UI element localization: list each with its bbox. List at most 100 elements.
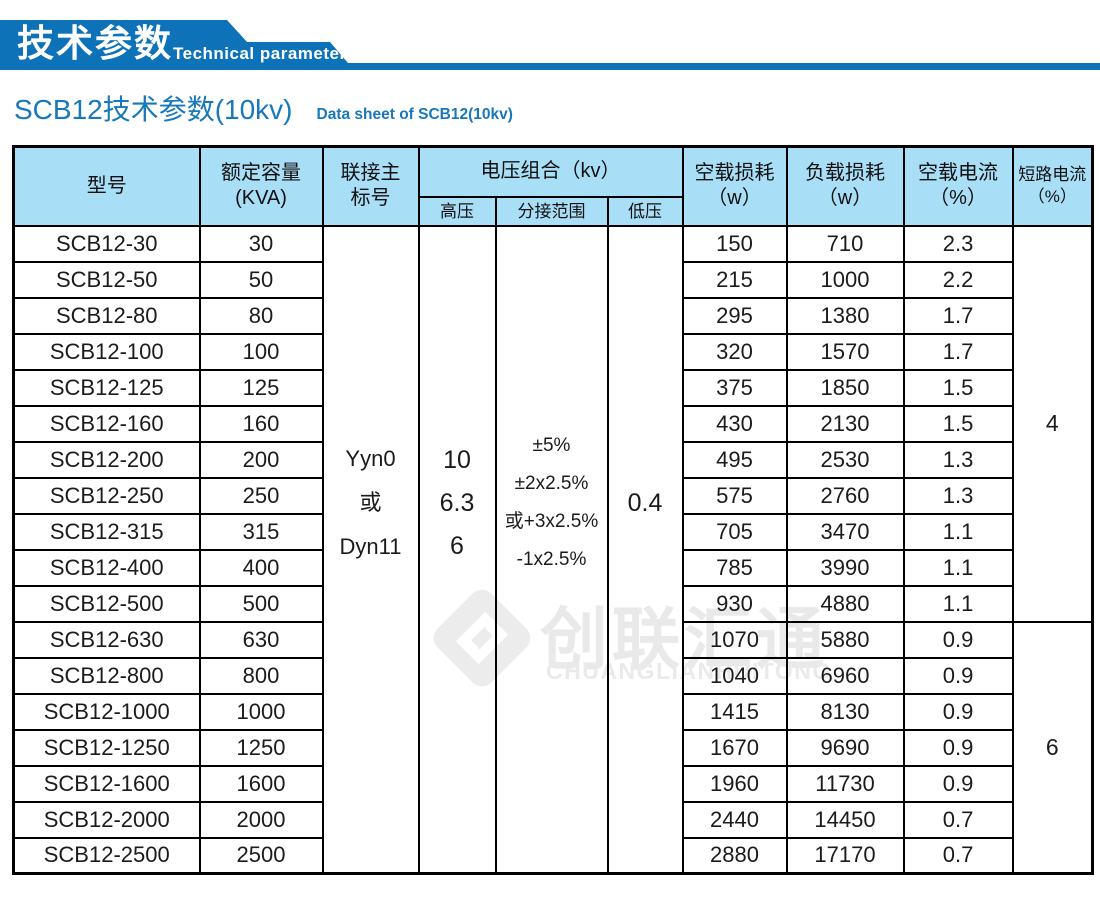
cell-capacity: 200	[198, 440, 324, 479]
cell-load-loss: 1570	[785, 332, 905, 371]
cell-model: SCB12-2000	[12, 800, 201, 839]
parameters-table: 型号 额定容量 (KVA) 联接主 标号 电压组合（kv） 空载损耗 （w） 负…	[12, 145, 1095, 875]
cell-model: SCB12-125	[12, 368, 201, 407]
cell-load-loss: 1380	[785, 296, 905, 335]
cell-model: SCB12-200	[12, 440, 201, 479]
table-row: SCB12-30 30 Yyn0 或 Dyn11 10 6.3 6 ±5% ±2x2.5% 或+3x…	[12, 224, 1094, 875]
cell-no-load-current: 0.7	[902, 800, 1014, 839]
cell-no-load-current: 1.5	[902, 368, 1014, 407]
cell-load-loss: 3990	[785, 548, 905, 587]
col-header-load-loss-line1: 负载损耗	[805, 162, 886, 185]
cell-capacity: 1250	[198, 728, 324, 767]
cell-no-load-loss: 575	[681, 476, 788, 515]
cell-no-load-current: 1.7	[902, 332, 1014, 371]
cell-capacity: 100	[198, 332, 324, 371]
cell-no-load-loss: 930	[681, 584, 788, 623]
cell-no-load-current: 1.5	[902, 404, 1014, 443]
col-header-no-load-current-line2: （%）	[929, 187, 987, 210]
cell-model: SCB12-630	[12, 620, 201, 659]
col-header-short-circuit-line2: （%）	[1027, 187, 1077, 207]
cell-load-loss: 11730	[785, 764, 905, 803]
cell-load-loss: 4880	[785, 584, 905, 623]
cell-load-loss: 1000	[785, 260, 905, 299]
table-row: SCB12-315 315 705 3470 1.1	[12, 512, 1093, 551]
cell-no-load-current: 2.3	[902, 224, 1014, 263]
banner-subtitle: Technical parameter	[173, 44, 347, 63]
col-header-capacity-line1: 额定容量	[221, 162, 301, 185]
cell-capacity: 250	[198, 476, 324, 515]
cell-no-load-loss: 215	[681, 260, 788, 299]
col-header-connection: 联接主 标号	[321, 145, 420, 227]
col-header-no-load-loss: 空载损耗 （w）	[681, 145, 788, 227]
cell-load-loss: 5880	[785, 620, 905, 659]
cell-no-load-current: 1.3	[902, 476, 1014, 515]
cell-model: SCB12-250	[12, 476, 201, 515]
cell-no-load-loss: 1960	[681, 764, 788, 803]
table-row: SCB12-100 100 320 1570 1.7	[12, 332, 1093, 371]
cell-capacity: 2500	[198, 836, 324, 875]
cell-capacity: 1600	[198, 764, 324, 803]
cell-tap-range: ±5% ±2x2.5% 或+3x2.5% -1x2.5%	[494, 224, 609, 875]
cell-model: SCB12-500	[12, 584, 201, 623]
table-row: SCB12-2500 2500 2880 17170 0.7	[12, 836, 1093, 875]
cell-load-loss: 2760	[785, 476, 905, 515]
cell-low-voltage: 0.4	[606, 224, 684, 875]
col-header-short-circuit-line1: 短路电流	[1018, 165, 1087, 185]
col-header-connection-line2: 标号	[350, 187, 391, 210]
cell-no-load-current: 0.9	[902, 764, 1014, 803]
cell-no-load-current: 1.7	[902, 296, 1014, 335]
cell-model: SCB12-800	[12, 656, 201, 695]
cell-load-loss: 9690	[785, 728, 905, 767]
cell-capacity: 315	[198, 512, 324, 551]
cell-no-load-current: 0.9	[902, 620, 1014, 659]
col-header-load-loss-line2: （w）	[817, 187, 873, 210]
cell-load-loss: 710	[785, 224, 905, 263]
table-row: SCB12-630 630 1070 5880 0.9 6	[12, 620, 1094, 875]
cell-no-load-loss: 430	[681, 404, 788, 443]
table-row: SCB12-400 400 785 3990 1.1	[12, 548, 1093, 587]
col-header-high-voltage: 高压	[417, 195, 497, 227]
cell-short-circuit-group1: 4	[1011, 224, 1094, 623]
cell-capacity: 1000	[198, 692, 324, 731]
cell-no-load-current: 2.2	[902, 260, 1014, 299]
cell-capacity: 50	[198, 260, 324, 299]
cell-capacity: 500	[198, 584, 324, 623]
table-body: SCB12-30 30 Yyn0 或 Dyn11 10 6.3 6 ±5% ±2x2.5% 或+3x…	[12, 224, 1094, 875]
col-header-no-load-loss-line1: 空载损耗	[694, 162, 775, 185]
cell-no-load-current: 0.9	[902, 692, 1014, 731]
cell-model: SCB12-80	[12, 296, 201, 335]
cell-capacity: 125	[198, 368, 324, 407]
table-row: SCB12-125 125 375 1850 1.5	[12, 368, 1093, 407]
cell-no-load-current: 0.9	[902, 656, 1014, 695]
cell-no-load-loss: 295	[681, 296, 788, 335]
table-row: SCB12-200 200 495 2530 1.3	[12, 440, 1093, 479]
col-header-no-load-current: 空载电流 （%）	[902, 145, 1014, 227]
page-title: SCB12技术参数(10kv)	[14, 94, 293, 125]
cell-capacity: 400	[198, 548, 324, 587]
table-row: SCB12-250 250 575 2760 1.3	[12, 476, 1093, 515]
cell-capacity: 800	[198, 656, 324, 695]
cell-model: SCB12-315	[12, 512, 201, 551]
cell-capacity: 2000	[198, 800, 324, 839]
cell-no-load-current: 1.3	[902, 440, 1014, 479]
cell-load-loss: 1850	[785, 368, 905, 407]
cell-model: SCB12-50	[12, 260, 201, 299]
cell-no-load-current: 1.1	[902, 512, 1014, 551]
doc-title-row: SCB12技术参数(10kv) Data sheet of SCB12(10kv…	[14, 88, 513, 128]
table-row: SCB12-500 500 930 4880 1.1	[12, 584, 1093, 623]
cell-load-loss: 14450	[785, 800, 905, 839]
col-header-low-voltage: 低压	[606, 195, 684, 227]
col-header-capacity: 额定容量 (KVA)	[198, 145, 324, 227]
col-header-load-loss: 负载损耗 （w）	[785, 145, 905, 227]
cell-short-circuit-group2: 6	[1011, 620, 1094, 875]
cell-no-load-loss: 1070	[681, 620, 788, 659]
col-header-voltage-combination: 电压组合（kv）	[417, 145, 684, 198]
col-header-connection-line1: 联接主	[340, 162, 401, 185]
cell-model: SCB12-100	[12, 332, 201, 371]
cell-model: SCB12-30	[12, 224, 201, 263]
cell-load-loss: 6960	[785, 656, 905, 695]
cell-no-load-loss: 2880	[681, 836, 788, 875]
cell-load-loss: 2530	[785, 440, 905, 479]
cell-no-load-loss: 320	[681, 332, 788, 371]
